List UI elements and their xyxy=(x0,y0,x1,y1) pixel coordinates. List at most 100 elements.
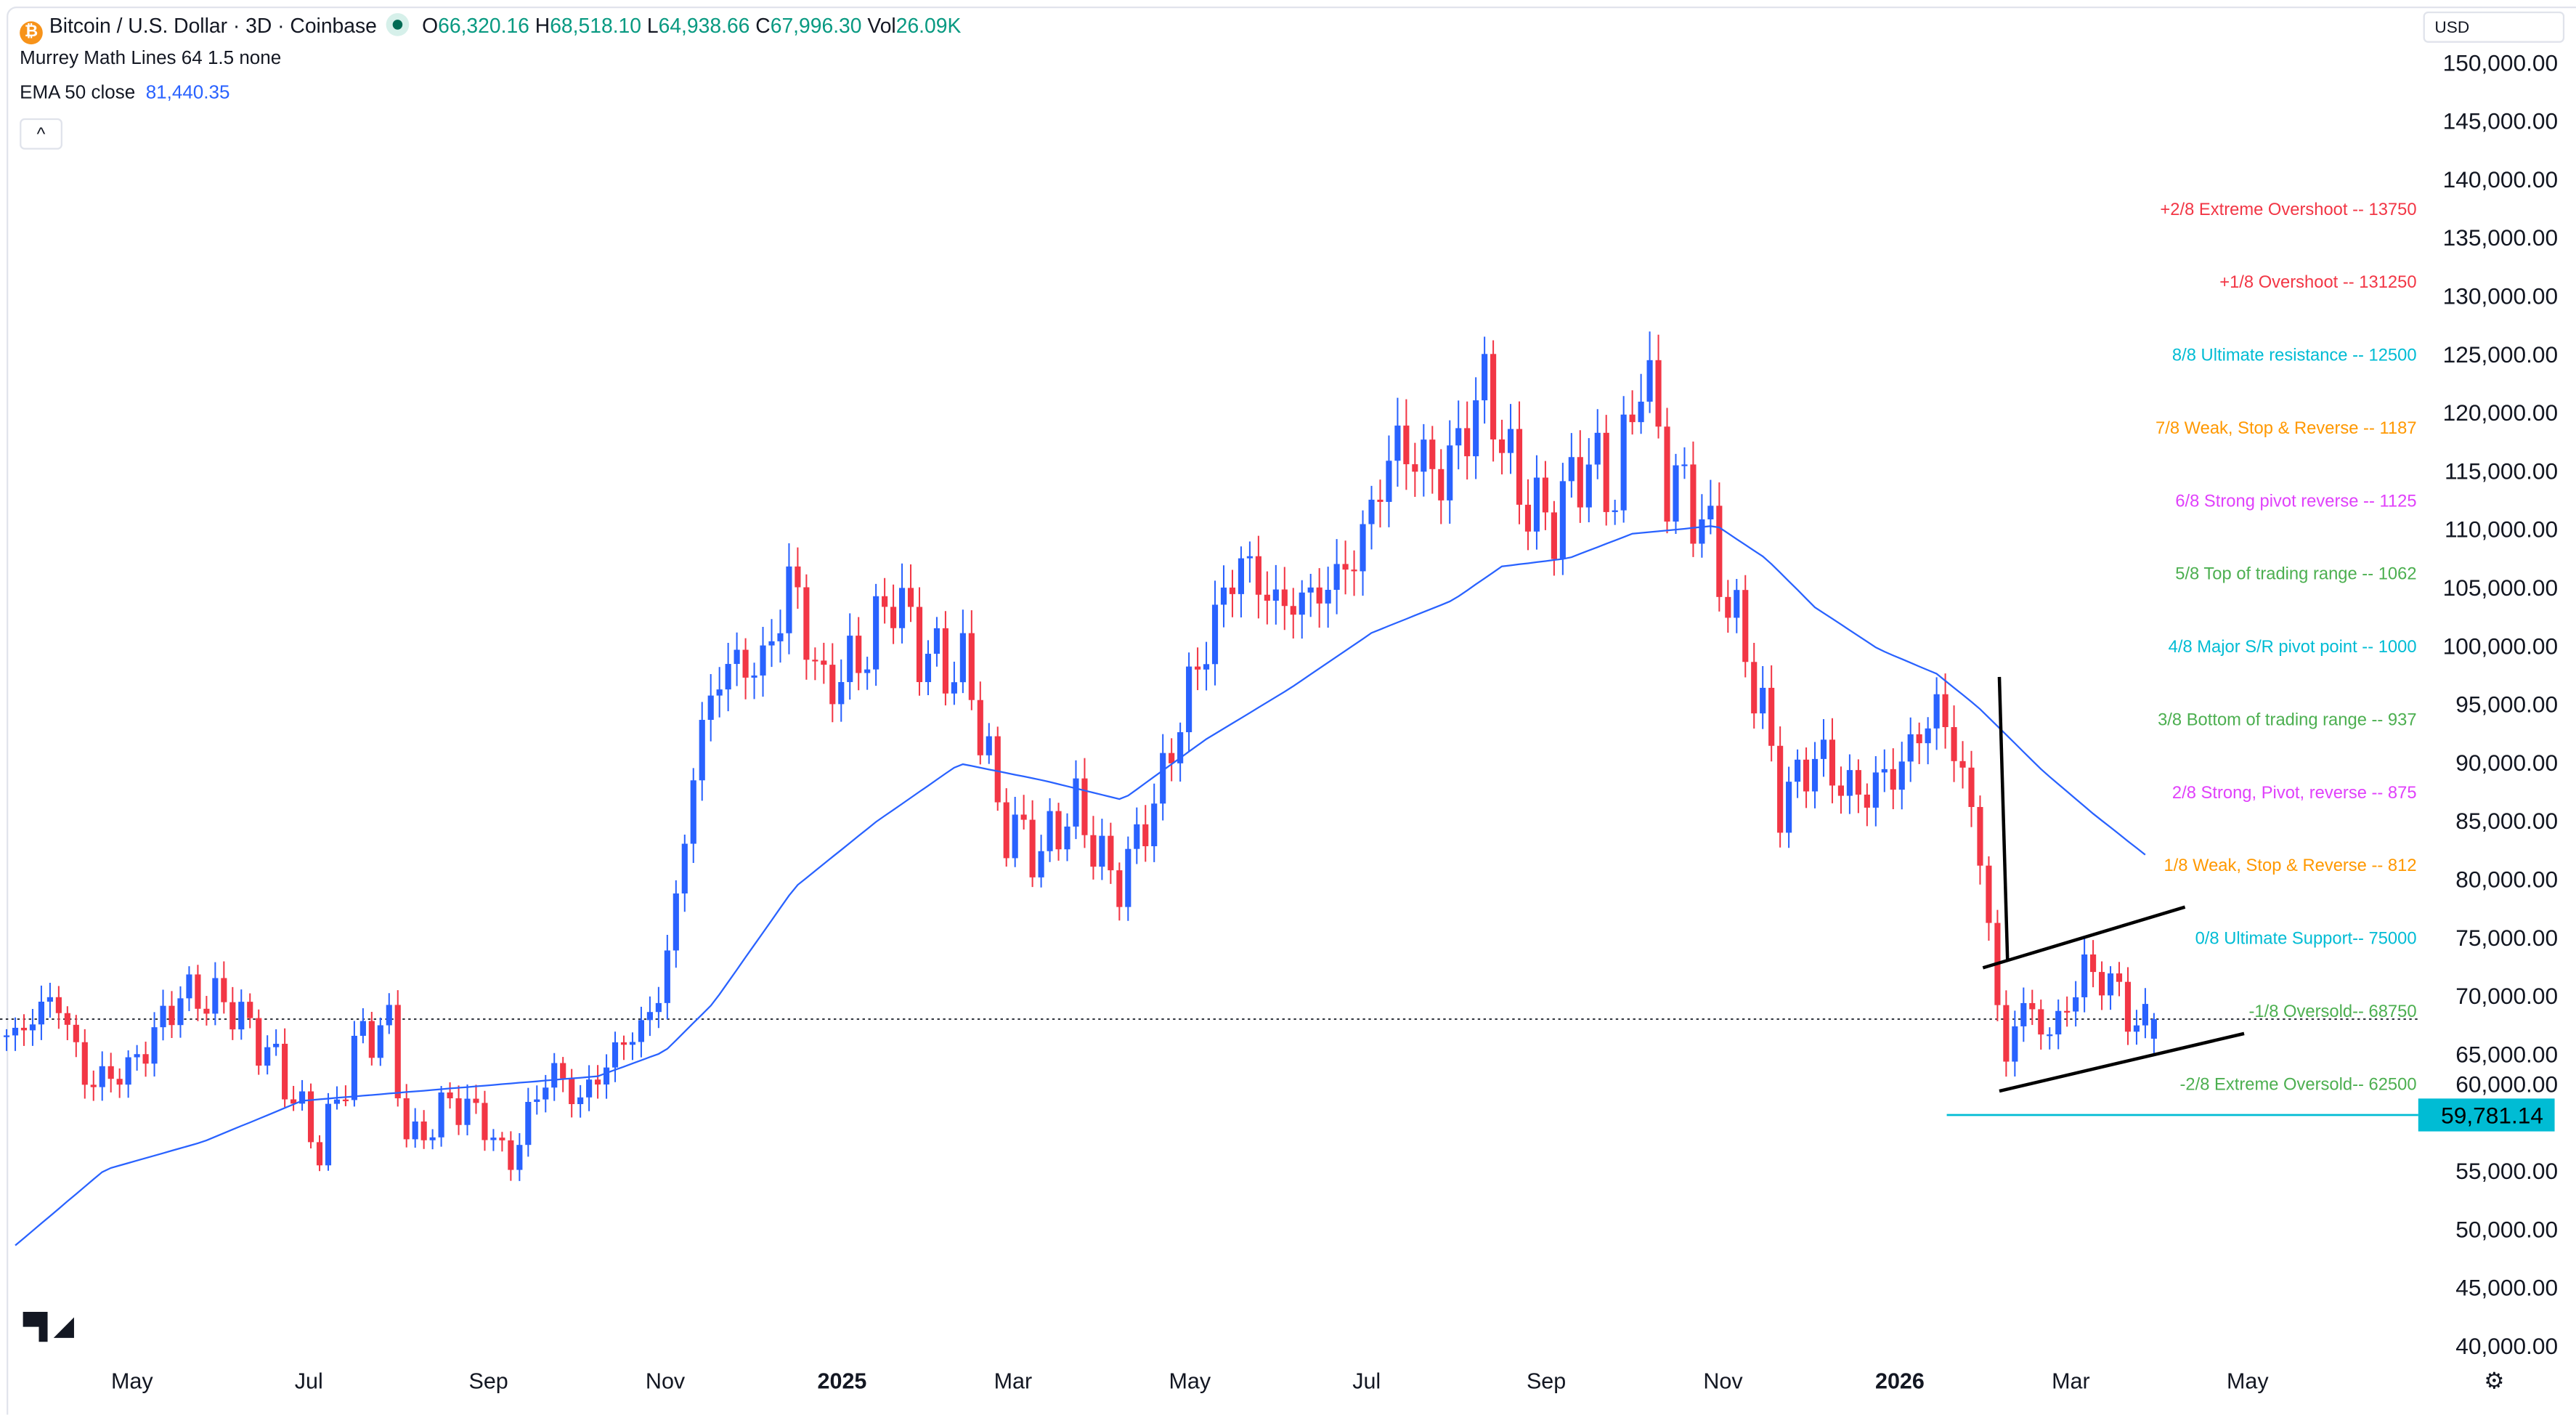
close-value: 67,996.30 xyxy=(770,15,862,38)
candle-body xyxy=(1203,664,1210,670)
low-label: L xyxy=(646,15,659,38)
candle-body xyxy=(1898,761,1905,790)
bitcoin-icon: ₿ xyxy=(20,21,43,45)
candle-body xyxy=(907,588,914,607)
candle-body xyxy=(316,1142,323,1166)
candle-body xyxy=(1690,464,1697,544)
candle-body xyxy=(673,893,679,951)
candle-body xyxy=(1099,835,1105,867)
candle-body xyxy=(420,1121,427,1140)
time-axis-tick: Nov xyxy=(1703,1369,1743,1393)
candle-body xyxy=(1447,445,1453,500)
price-axis-tick: 105,000.00 xyxy=(2443,575,2558,601)
candle-body xyxy=(586,1079,593,1098)
candle-body xyxy=(1716,506,1723,597)
candle-body xyxy=(725,664,731,690)
candle-body xyxy=(856,636,862,673)
candle-body xyxy=(81,1042,88,1085)
low-value: 64,938.66 xyxy=(658,15,750,38)
candle-body xyxy=(429,1137,436,1140)
candle-body xyxy=(412,1121,418,1140)
candle-body xyxy=(1890,769,1896,790)
candle-body xyxy=(1951,726,1957,761)
currency-select[interactable]: USD xyxy=(2423,11,2565,43)
candle-body xyxy=(29,1024,36,1031)
candle-body xyxy=(55,997,62,1013)
price-axis-tick: 135,000.00 xyxy=(2443,224,2558,251)
candle-body xyxy=(1872,772,1879,808)
candle-body xyxy=(1620,414,1627,511)
candle-body xyxy=(273,1043,280,1047)
price-axis-tick: 45,000.00 xyxy=(2455,1275,2558,1301)
candle-body xyxy=(838,681,845,705)
candle-body xyxy=(1055,811,1062,850)
price-axis-tick: 125,000.00 xyxy=(2443,341,2558,368)
candle-body xyxy=(20,1027,28,1031)
candle-body xyxy=(1455,428,1462,446)
tradingview-logo[interactable]: ▀▌◢ xyxy=(23,1313,74,1341)
candle-body xyxy=(916,607,923,683)
high-label: H xyxy=(535,15,550,38)
candle-body xyxy=(447,1092,453,1098)
candle-body xyxy=(2124,981,2132,1032)
ema-indicator-legend[interactable]: EMA 50 close 81,440.35 xyxy=(20,84,229,103)
candle-body xyxy=(2003,1005,2010,1062)
price-axis-tick: 65,000.00 xyxy=(2455,1041,2558,1067)
candle-body xyxy=(534,1099,540,1102)
open-value: 66,320.16 xyxy=(438,15,529,38)
volume-value: 26.09K xyxy=(895,15,962,38)
time-axis-tick: May xyxy=(2227,1369,2269,1393)
candle-body xyxy=(2029,1002,2036,1010)
candle-body xyxy=(1073,778,1079,827)
candle-body xyxy=(812,660,818,662)
candle-body xyxy=(1585,464,1592,508)
symbol-legend[interactable]: ₿ Bitcoin / U.S. Dollar · 3D · Coinbase O… xyxy=(20,13,962,45)
candle-body xyxy=(1524,504,1532,532)
candle-body xyxy=(646,1012,653,1021)
candle-body xyxy=(1551,512,1557,559)
price-axis-tick: 40,000.00 xyxy=(2455,1333,2558,1359)
candle-body xyxy=(655,1002,662,1013)
ema50-line xyxy=(15,525,2146,1246)
candle-body xyxy=(1281,589,1288,607)
lower-channel-trendline[interactable] xyxy=(1999,1031,2245,1093)
candle-body xyxy=(525,1101,532,1146)
murrey-level-label: 4/8 Major S/R pivot point -- 1000 xyxy=(2169,637,2417,657)
candle-body xyxy=(508,1140,514,1170)
time-axis-tick: 2026 xyxy=(1875,1369,1925,1393)
candle-body xyxy=(2081,954,2088,997)
candle-body xyxy=(38,1001,45,1025)
candle-body xyxy=(1977,806,1983,866)
candle-body xyxy=(1803,759,1810,792)
murrey-level-label: 7/8 Weak, Stop & Reverse -- 1187 xyxy=(2156,418,2417,438)
candle-body xyxy=(1837,785,1845,796)
candle-body xyxy=(1255,556,1261,595)
collapse-legend-button[interactable]: ^ xyxy=(20,118,62,150)
candle-body xyxy=(873,596,879,670)
candle-body xyxy=(1638,401,1644,423)
candle-body xyxy=(2133,1025,2140,1032)
candle-body xyxy=(1482,354,1488,401)
candle-body xyxy=(1533,477,1540,532)
candle-body xyxy=(777,633,784,641)
candle-body xyxy=(2055,1010,2062,1035)
candle-body xyxy=(1064,826,1070,850)
candle-body xyxy=(1351,569,1357,572)
gear-icon[interactable]: ⚙ xyxy=(2484,1367,2505,1394)
candle-body xyxy=(829,665,836,705)
candle-body xyxy=(2090,954,2097,973)
candle-body xyxy=(1377,499,1384,502)
candle-body xyxy=(1507,429,1514,453)
murrey-indicator-legend[interactable]: Murrey Math Lines 64 1.5 none xyxy=(20,49,282,70)
candle-body xyxy=(1316,587,1322,604)
candle-body xyxy=(1933,694,1940,729)
candle-body xyxy=(351,1035,357,1100)
candle-body xyxy=(64,1013,70,1025)
price-axis-tick: 150,000.00 xyxy=(2443,49,2558,76)
ema-value: 81,440.35 xyxy=(145,84,230,104)
upper-channel-trendline[interactable] xyxy=(1982,905,2186,970)
flagpole-trendline[interactable] xyxy=(1997,676,2010,962)
candle-body xyxy=(368,1021,375,1058)
candle-body xyxy=(333,1099,341,1104)
